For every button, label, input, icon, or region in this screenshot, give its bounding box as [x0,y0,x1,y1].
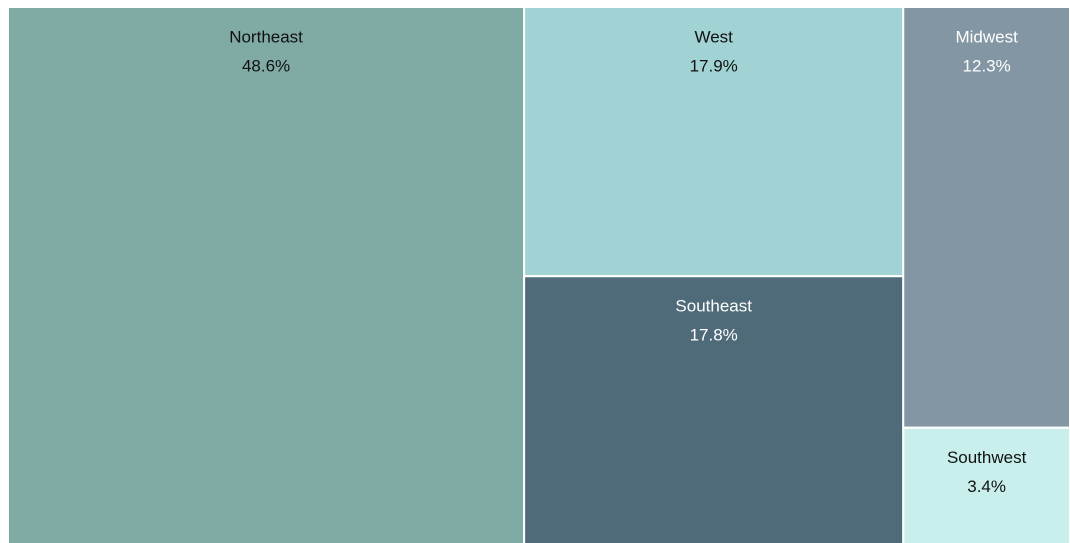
tile-value-label: 17.9% [690,56,738,75]
treemap-tile [523,275,905,543]
tile-label: Southwest [947,448,1027,467]
treemap-tile [902,6,1070,429]
treemap-tile [7,6,526,543]
tile-value-label: 12.3% [963,56,1011,75]
tile-label: West [694,27,733,46]
tile-value-label: 48.6% [242,56,290,75]
tile-value-label: 3.4% [967,477,1006,496]
treemap-tile [902,426,1070,543]
tile-label: Northeast [229,27,303,46]
tile-label: Midwest [955,27,1018,46]
tile-value-label: 17.8% [690,326,738,345]
tile-label: Southeast [675,297,752,316]
treemap-tile [523,6,905,278]
